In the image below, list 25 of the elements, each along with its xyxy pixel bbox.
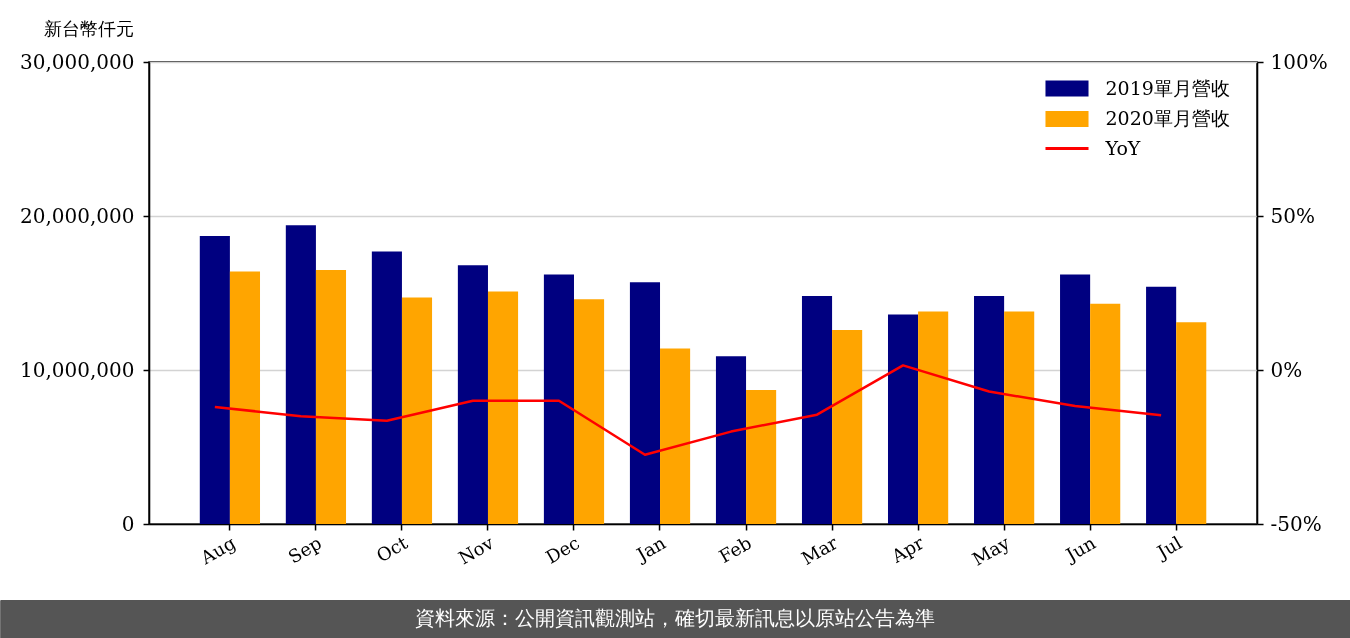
x-tick-label: Oct [372, 531, 412, 567]
y2-tick-label: 100% [1270, 49, 1328, 74]
x-tick-label: Nov [454, 531, 498, 569]
x-tick-label: Dec [542, 531, 583, 568]
legend-label: 2020單月營收 [1105, 107, 1230, 130]
x-tick-label: Mar [797, 531, 842, 569]
legend-label: YoY [1104, 136, 1141, 159]
y2-tick-label: 0% [1270, 357, 1303, 382]
y-tick-label: 0 [121, 511, 135, 536]
x-tick-label: Aug [196, 531, 239, 569]
y2-tick-label: -50% [1270, 511, 1322, 536]
x-tick-label: Jul [1151, 531, 1186, 564]
source-note: 資料來源：公開資訊觀測站，確切最新訊息以原站公告為準 [415, 606, 936, 630]
y-tick-label: 30,000,000 [20, 49, 135, 74]
x-tick-label: Jun [1060, 531, 1100, 567]
x-tick-label: May [968, 531, 1014, 570]
x-tick-label: Apr [887, 531, 928, 568]
legend-label: 2019單月營收 [1105, 76, 1230, 99]
y-tick-label: 20,000,000 [20, 203, 135, 228]
y2-tick-label: 50% [1270, 203, 1315, 228]
x-tick-label: Jan [631, 531, 670, 566]
y-axis-title: 新台幣仟元 [43, 17, 134, 39]
y-tick-label: 10,000,000 [20, 357, 135, 382]
x-tick-label: Feb [715, 531, 756, 567]
x-tick-label: Sep [284, 531, 325, 568]
